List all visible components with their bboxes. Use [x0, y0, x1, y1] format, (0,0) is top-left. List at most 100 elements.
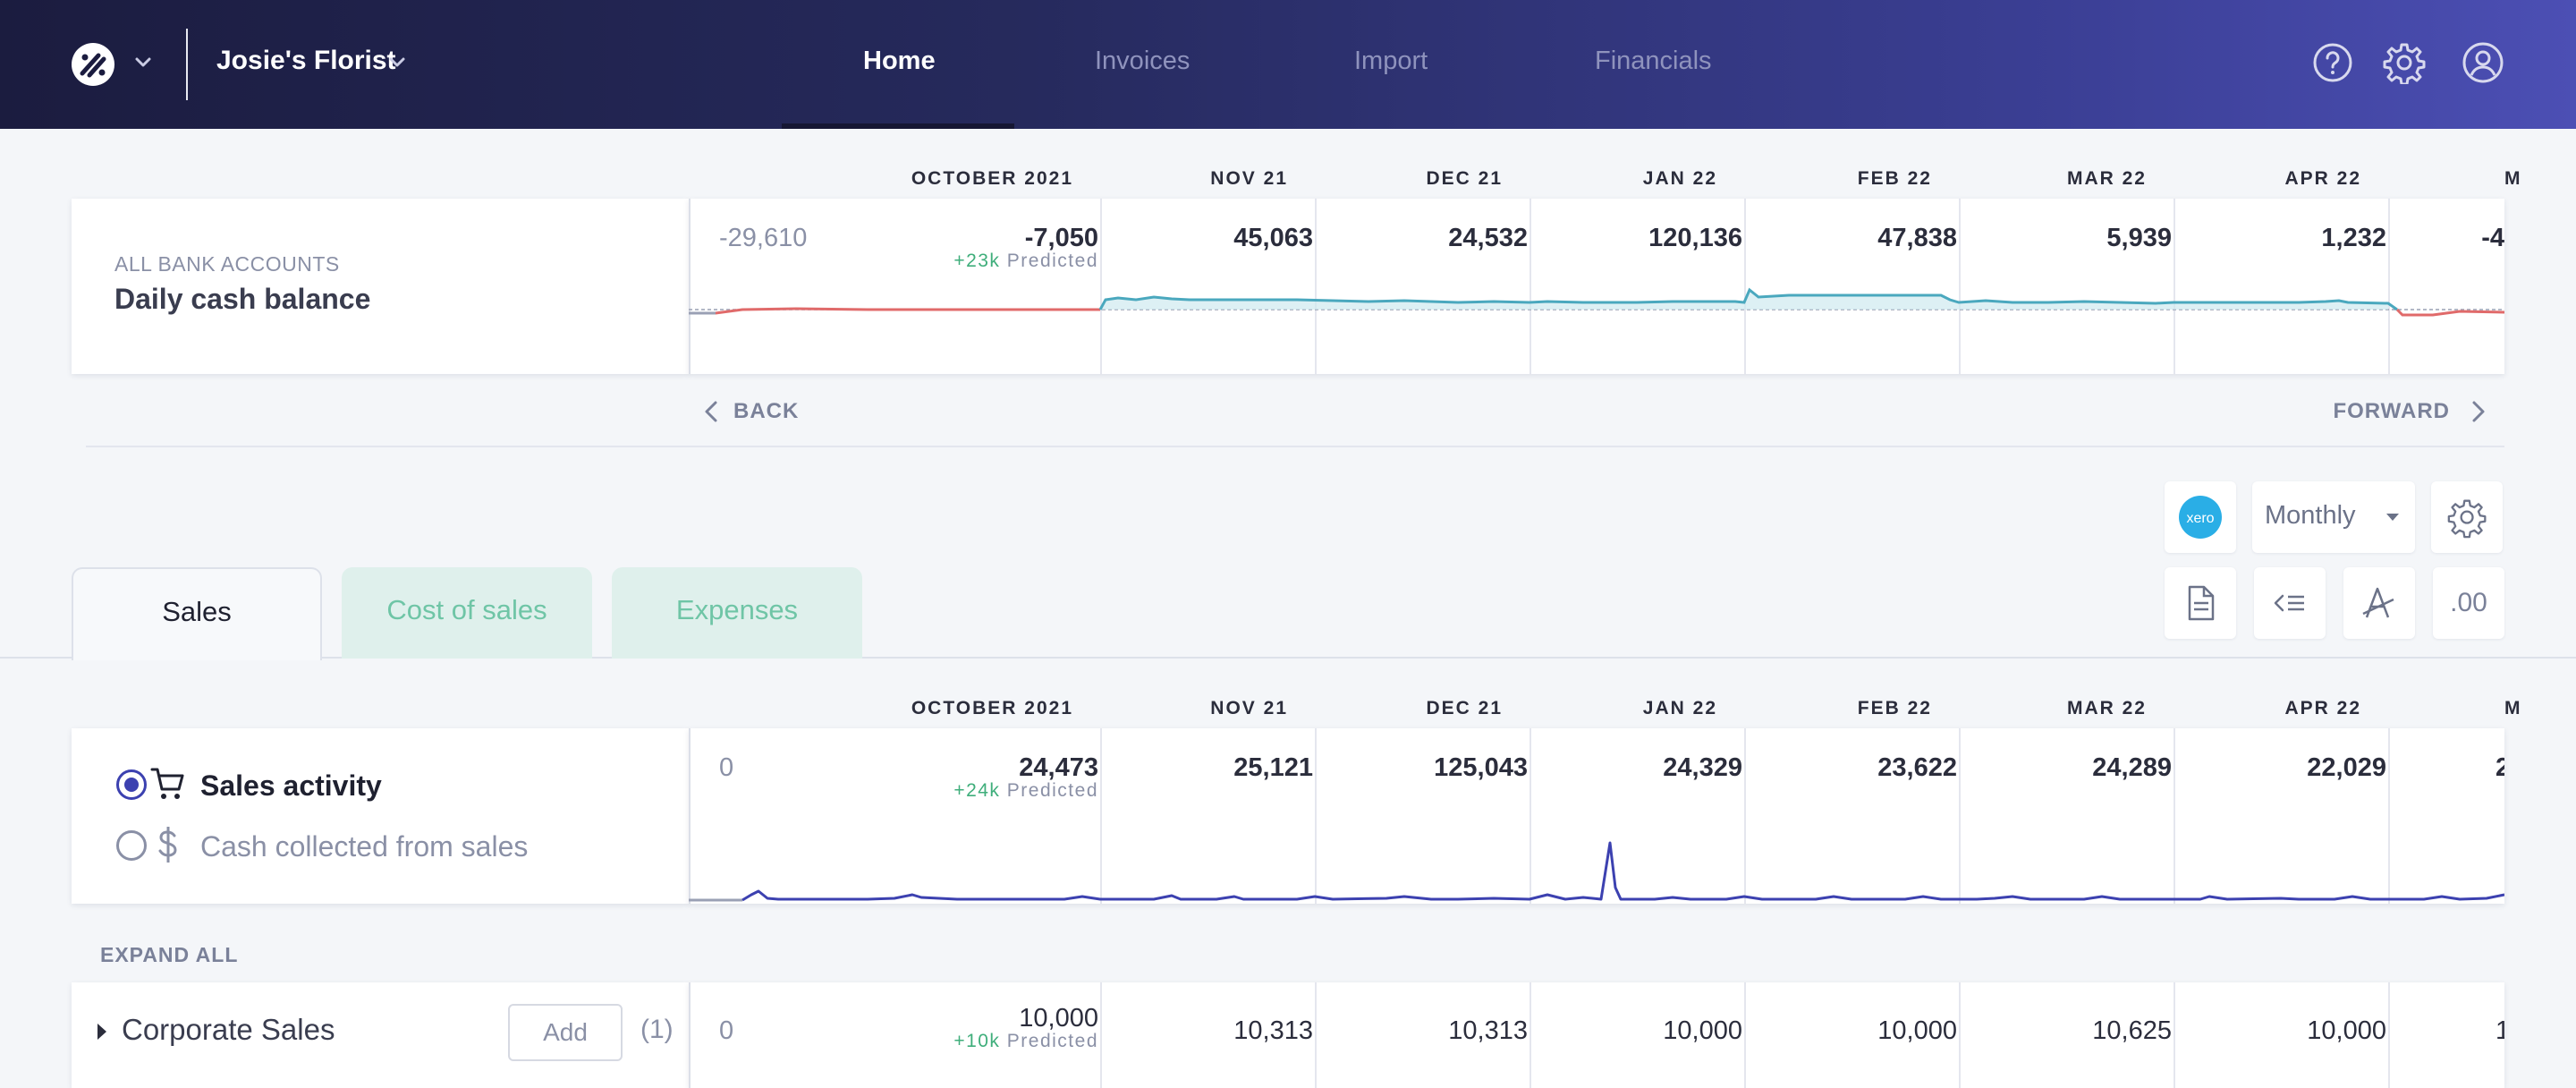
sales-value: 23,622: [1877, 753, 1957, 782]
cash-value: 45,063: [1233, 224, 1313, 252]
column-divider: [1959, 982, 1961, 1088]
cash-value: 120,136: [1648, 224, 1742, 252]
cash-balance-chart-card: -29,610 -7,050 +23k Predicted 45,063 24,…: [689, 199, 2504, 374]
cash-collected-radio[interactable]: [116, 830, 147, 861]
column-divider: [1959, 199, 1961, 374]
row-predicted-delta: +10k: [953, 1031, 1001, 1051]
collapse-list-icon: [2274, 594, 2304, 612]
gear-icon: [2447, 499, 2487, 539]
column-divider: [1100, 728, 1102, 904]
row-value[interactable]: 1: [2496, 1016, 2504, 1045]
month-header: APR 22: [2284, 168, 2361, 189]
column-divider: [1959, 728, 1961, 904]
app-menu-chevron-down-icon[interactable]: [132, 52, 154, 73]
column-divider: [1744, 982, 1746, 1088]
sales-value: 24,329: [1663, 753, 1742, 782]
forward-button[interactable]: FORWARD: [2333, 399, 2450, 423]
month-header: MAR 22: [2066, 168, 2147, 189]
column-divider: [689, 199, 691, 374]
document-icon: [2188, 585, 2215, 621]
header-divider: [186, 29, 188, 100]
settings-button[interactable]: [2431, 481, 2503, 553]
row-value[interactable]: 10,313: [1233, 1016, 1313, 1045]
cash-value: 5,939: [2106, 224, 2172, 252]
text-strike-icon: [2362, 587, 2394, 618]
nav-tab-invoices[interactable]: Invoices: [1095, 47, 1191, 75]
nav-tab-financials[interactable]: Financials: [1595, 47, 1712, 75]
column-divider: [1530, 982, 1531, 1088]
sales-value: 22,029: [2307, 753, 2386, 782]
row-value[interactable]: 10,000: [2307, 1016, 2386, 1045]
forward-chevron-icon[interactable]: [2467, 399, 2488, 424]
expand-row-caret-icon[interactable]: [95, 1022, 109, 1041]
column-divider: [2174, 199, 2175, 374]
column-divider: [2388, 199, 2390, 374]
xero-integration-button[interactable]: xero: [2165, 481, 2236, 553]
column-divider: [2388, 728, 2390, 904]
tab-cost-of-sales[interactable]: Cost of sales: [342, 567, 592, 659]
sales-metric-selector-card: Sales activity Cash collected from sales: [72, 728, 689, 904]
row-value[interactable]: 10,000: [1019, 1004, 1098, 1033]
cash-predicted: +23k Predicted: [953, 251, 1098, 272]
sales-predicted-delta: +24k: [953, 780, 1001, 801]
cash-category-label: ALL BANK ACCOUNTS: [114, 252, 340, 276]
sales-activity-option[interactable]: Sales activity: [200, 769, 382, 802]
column-divider: [2174, 728, 2175, 904]
collapse-rows-button[interactable]: [2254, 567, 2326, 639]
nav-tab-import[interactable]: Import: [1354, 47, 1428, 75]
text-format-button[interactable]: [2343, 567, 2415, 639]
month-header: JAN 22: [1642, 168, 1717, 189]
cash-collected-option[interactable]: Cash collected from sales: [200, 830, 529, 863]
section-divider: [86, 446, 2504, 447]
expand-all-button[interactable]: EXPAND ALL: [100, 943, 239, 966]
cash-value: 1,232: [2321, 224, 2386, 252]
column-divider: [1100, 199, 1102, 374]
active-nav-indicator: [782, 123, 1014, 129]
sales-predicted: +24k Predicted: [953, 780, 1098, 802]
back-chevron-icon[interactable]: [701, 399, 723, 424]
nav-tab-home[interactable]: Home: [863, 47, 936, 75]
tab-expenses[interactable]: Expenses: [612, 567, 862, 659]
period-select[interactable]: Monthly: [2252, 481, 2415, 553]
cash-value: -4: [2481, 224, 2504, 252]
month-header: NOV 21: [1210, 698, 1288, 718]
column-divider: [1530, 728, 1531, 904]
column-divider: [2174, 982, 2175, 1088]
add-item-button[interactable]: Add: [508, 1004, 623, 1061]
org-chevron-down-icon[interactable]: [386, 52, 408, 73]
column-divider: [1744, 728, 1746, 904]
row-value[interactable]: 10,313: [1448, 1016, 1528, 1045]
month-header: NOV 21: [1210, 168, 1288, 189]
cash-value: 24,532: [1448, 224, 1528, 252]
cart-icon: [150, 768, 184, 799]
month-header: FEB 22: [1857, 168, 1932, 189]
sales-value: 2: [2496, 753, 2504, 782]
sales-activity-radio[interactable]: [116, 769, 147, 800]
row-predicted-label: Predicted: [1006, 1031, 1098, 1051]
dollar-icon: [158, 827, 177, 863]
row-value[interactable]: 10,625: [2092, 1016, 2172, 1045]
back-button[interactable]: BACK: [733, 399, 800, 423]
user-icon[interactable]: [2462, 41, 2504, 84]
app-logo-icon[interactable]: [72, 43, 114, 86]
gear-icon[interactable]: [2383, 41, 2426, 84]
org-switcher[interactable]: Josie's Florist: [216, 46, 396, 75]
report-button[interactable]: [2165, 567, 2236, 639]
row-predicted: +10k Predicted: [953, 1031, 1098, 1052]
row-value[interactable]: 10,000: [1663, 1016, 1742, 1045]
row-value[interactable]: 10,000: [1877, 1016, 1957, 1045]
row-prior-value: 0: [719, 1016, 734, 1045]
cash-balance-sparkline: [689, 287, 2504, 317]
cash-balance-label-card: ALL BANK ACCOUNTS Daily cash balance: [72, 199, 689, 374]
column-divider: [1100, 982, 1102, 1088]
decimals-button[interactable]: .00: [2433, 567, 2504, 639]
column-divider: [1315, 728, 1317, 904]
caret-down-icon: [2386, 514, 2399, 521]
row-values-card: 0 10,000 +10k Predicted 10,313 10,313 10…: [689, 982, 2504, 1088]
sales-value: 125,043: [1434, 753, 1528, 782]
help-icon[interactable]: [2311, 41, 2354, 84]
row-name: Corporate Sales: [122, 1013, 335, 1046]
tab-sales[interactable]: Sales: [72, 567, 322, 660]
column-divider: [689, 982, 691, 1088]
month-header: M: [2504, 168, 2522, 189]
